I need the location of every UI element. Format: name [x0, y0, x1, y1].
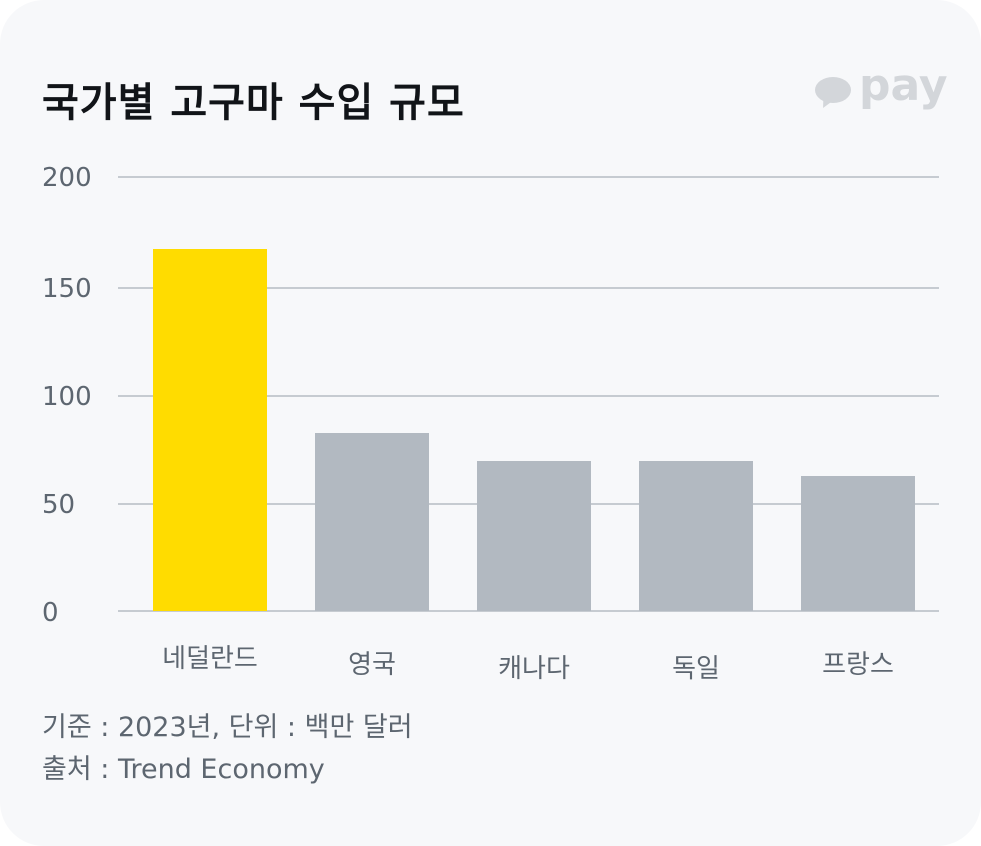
x-axis-label: 독일 [672, 654, 720, 684]
logo-text: pay [859, 60, 948, 111]
y-tick-label: 200 [42, 163, 92, 193]
gridline-200 [118, 176, 939, 178]
gridline-100 [118, 395, 939, 397]
basis-note: 기준 : 2023년, 단위 : 백만 달러 [42, 712, 413, 743]
x-axis-label: 영국 [348, 650, 396, 680]
source-note: 출처 : Trend Economy [42, 754, 325, 785]
x-axis-label: 네덜란드 [162, 644, 258, 674]
gridline-150 [118, 287, 939, 289]
bar-0 [153, 248, 267, 611]
kakaopay-logo: pay [815, 64, 948, 111]
chart-title: 국가별 고구마 수입 규모 [42, 80, 465, 126]
speech-bubble-icon [815, 77, 851, 111]
gridline-0 [118, 610, 939, 612]
x-axis-label: 프랑스 [822, 650, 894, 680]
bar-4 [801, 476, 915, 611]
x-axis-label: 캐나다 [498, 654, 570, 684]
bar-2 [477, 461, 591, 611]
y-tick-label: 150 [42, 274, 92, 304]
bar-1 [315, 433, 429, 611]
bar-3 [639, 461, 753, 611]
y-tick-label: 100 [42, 382, 92, 412]
y-tick-label: 50 [42, 490, 76, 520]
y-tick-label: 0 [42, 598, 59, 628]
